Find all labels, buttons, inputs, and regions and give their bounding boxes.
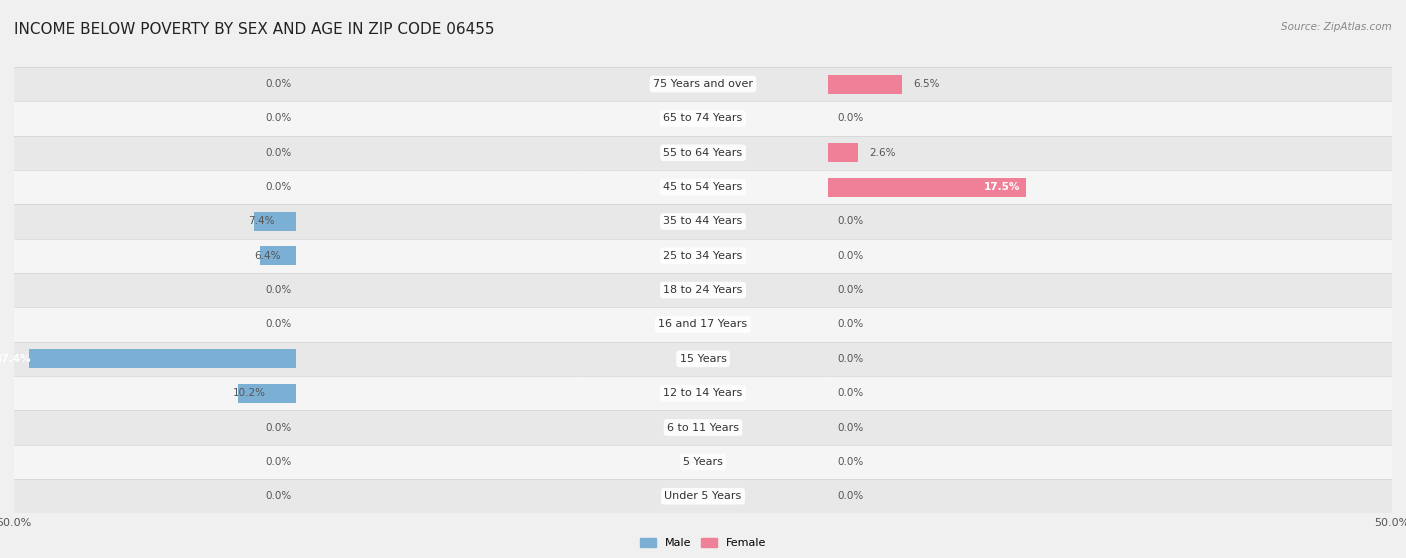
Text: 15 Years: 15 Years <box>679 354 727 364</box>
Text: 0.0%: 0.0% <box>838 251 863 261</box>
Bar <box>0 341 1406 376</box>
Bar <box>0 307 1406 341</box>
Text: 0.0%: 0.0% <box>266 491 291 501</box>
Text: 0.0%: 0.0% <box>266 285 291 295</box>
Bar <box>828 75 901 94</box>
Bar <box>0 341 1406 376</box>
Bar <box>0 67 1406 102</box>
Text: 6 to 11 Years: 6 to 11 Years <box>666 422 740 432</box>
Bar <box>0 239 1406 273</box>
Bar <box>0 204 1406 239</box>
Bar <box>0 204 1406 239</box>
Bar <box>0 479 1406 513</box>
Text: 65 to 74 Years: 65 to 74 Years <box>664 113 742 123</box>
Bar <box>0 273 1406 307</box>
Text: 0.0%: 0.0% <box>266 79 291 89</box>
Text: 0.0%: 0.0% <box>838 217 863 227</box>
Bar <box>0 479 1406 513</box>
Bar <box>0 273 1406 307</box>
Bar <box>0 376 1406 410</box>
Bar <box>0 445 1406 479</box>
Text: 0.0%: 0.0% <box>266 320 291 329</box>
Bar <box>828 143 858 162</box>
Text: 0.0%: 0.0% <box>838 491 863 501</box>
Text: 0.0%: 0.0% <box>266 422 291 432</box>
Bar <box>28 349 295 368</box>
Bar <box>0 204 1406 239</box>
Text: 75 Years and over: 75 Years and over <box>652 79 754 89</box>
Bar <box>0 445 1406 479</box>
Bar <box>0 102 1406 136</box>
Text: 7.4%: 7.4% <box>249 217 276 227</box>
Text: 0.0%: 0.0% <box>838 285 863 295</box>
Bar <box>0 307 1406 341</box>
Legend: Male, Female: Male, Female <box>636 533 770 552</box>
Bar <box>0 410 1406 445</box>
Bar <box>0 170 1406 204</box>
Bar <box>0 239 1406 273</box>
Text: INCOME BELOW POVERTY BY SEX AND AGE IN ZIP CODE 06455: INCOME BELOW POVERTY BY SEX AND AGE IN Z… <box>14 22 495 37</box>
Bar <box>0 136 1406 170</box>
Text: 0.0%: 0.0% <box>266 457 291 467</box>
Bar <box>0 410 1406 445</box>
Text: 47.4%: 47.4% <box>0 354 31 364</box>
Text: 12 to 14 Years: 12 to 14 Years <box>664 388 742 398</box>
Text: 5 Years: 5 Years <box>683 457 723 467</box>
Text: 0.0%: 0.0% <box>838 422 863 432</box>
Bar <box>0 239 1406 273</box>
Text: 10.2%: 10.2% <box>233 388 266 398</box>
Text: 0.0%: 0.0% <box>266 113 291 123</box>
Bar <box>0 102 1406 136</box>
Text: 25 to 34 Years: 25 to 34 Years <box>664 251 742 261</box>
Bar <box>0 67 1406 102</box>
Bar <box>260 247 295 265</box>
Bar <box>0 376 1406 410</box>
Bar <box>828 177 1025 196</box>
Bar <box>0 170 1406 204</box>
Text: 17.5%: 17.5% <box>984 182 1019 192</box>
Text: 18 to 24 Years: 18 to 24 Years <box>664 285 742 295</box>
Bar <box>0 136 1406 170</box>
Text: Under 5 Years: Under 5 Years <box>665 491 741 501</box>
Bar <box>239 384 295 403</box>
Text: 0.0%: 0.0% <box>266 182 291 192</box>
Text: 0.0%: 0.0% <box>838 388 863 398</box>
Text: 0.0%: 0.0% <box>838 457 863 467</box>
Text: 0.0%: 0.0% <box>266 148 291 158</box>
Text: 35 to 44 Years: 35 to 44 Years <box>664 217 742 227</box>
Text: 2.6%: 2.6% <box>869 148 896 158</box>
Bar <box>0 67 1406 102</box>
Text: 6.5%: 6.5% <box>912 79 939 89</box>
Bar <box>254 212 295 231</box>
Bar <box>0 273 1406 307</box>
Text: 45 to 54 Years: 45 to 54 Years <box>664 182 742 192</box>
Bar <box>0 376 1406 410</box>
Text: 0.0%: 0.0% <box>838 113 863 123</box>
Bar <box>0 341 1406 376</box>
Text: 0.0%: 0.0% <box>838 320 863 329</box>
Bar <box>0 136 1406 170</box>
Text: 55 to 64 Years: 55 to 64 Years <box>664 148 742 158</box>
Bar <box>0 102 1406 136</box>
Text: Source: ZipAtlas.com: Source: ZipAtlas.com <box>1281 22 1392 32</box>
Text: 0.0%: 0.0% <box>838 354 863 364</box>
Bar <box>0 410 1406 445</box>
Text: 6.4%: 6.4% <box>254 251 281 261</box>
Text: 16 and 17 Years: 16 and 17 Years <box>658 320 748 329</box>
Bar <box>0 307 1406 341</box>
Bar <box>0 170 1406 204</box>
Bar <box>0 479 1406 513</box>
Bar <box>0 445 1406 479</box>
